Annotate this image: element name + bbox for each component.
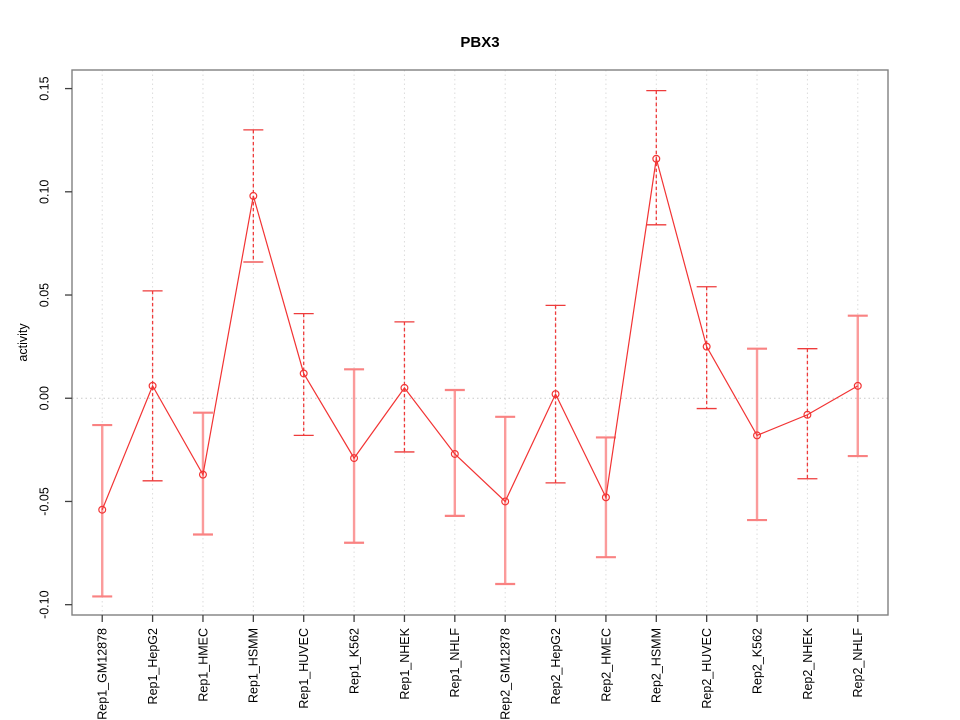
data-point-marker: [753, 431, 762, 440]
x-tick-label: Rep1_HepG2: [146, 628, 160, 704]
series-line: [101, 158, 859, 510]
y-tick-label: 0.10: [37, 180, 51, 204]
data-point-marker: [652, 154, 661, 163]
data-point-marker: [299, 369, 308, 378]
data-point-marker: [249, 191, 258, 200]
x-tick-label: Rep1_GM12878: [96, 628, 110, 720]
data-point-marker: [601, 493, 610, 502]
data-point-marker: [551, 390, 560, 399]
data-point-marker: [501, 497, 510, 506]
data-point-marker: [148, 381, 157, 390]
y-tick-label: 0.05: [37, 283, 51, 307]
series-layer: [98, 154, 862, 514]
data-point-marker: [350, 454, 359, 463]
x-tick-label: Rep1_NHLF: [448, 628, 462, 698]
x-tick-label: Rep1_HUVEC: [297, 628, 311, 709]
x-tick-label: Rep2_GM12878: [499, 628, 513, 720]
data-point-marker: [853, 381, 862, 390]
data-point-marker: [803, 410, 812, 419]
y-tick-label: -0.10: [37, 590, 51, 619]
x-tick-label: Rep2_HUVEC: [700, 628, 714, 709]
data-point-marker: [702, 342, 711, 351]
axis-layer: -0.10 -0.05 0.00 0.05 0.10 0.15 Rep1_GM12878 Re…: [37, 69, 889, 720]
errorbar-layer: [92, 89, 868, 598]
data-point-marker: [450, 449, 459, 458]
data-point-marker: [198, 470, 207, 479]
grid-layer: [72, 70, 888, 615]
y-tick-label: 0.00: [37, 386, 51, 410]
y-axis-label: activity: [16, 323, 30, 362]
x-tick-label: Rep1_K562: [347, 628, 361, 694]
data-point-marker: [400, 383, 409, 392]
y-tick-label: -0.05: [37, 487, 51, 516]
x-tick-label: Rep2_NHLF: [851, 628, 865, 698]
chart-title: PBX3: [460, 34, 499, 51]
x-tick-label: Rep2_NHEK: [801, 627, 815, 699]
x-tick-label: Rep2_HepG2: [549, 628, 563, 704]
plot-box: [71, 69, 889, 616]
x-tick-label: Rep1_NHEK: [398, 627, 412, 699]
x-tick-label: Rep1_HSMM: [247, 628, 261, 703]
data-point-marker: [98, 505, 107, 514]
x-tick-label: Rep1_HMEC: [196, 628, 210, 702]
x-tick-label: Rep2_HSMM: [650, 628, 664, 703]
y-tick-label: 0.15: [37, 76, 51, 100]
x-tick-label: Rep2_HMEC: [599, 628, 613, 702]
x-tick-label: Rep2_K562: [750, 628, 764, 694]
